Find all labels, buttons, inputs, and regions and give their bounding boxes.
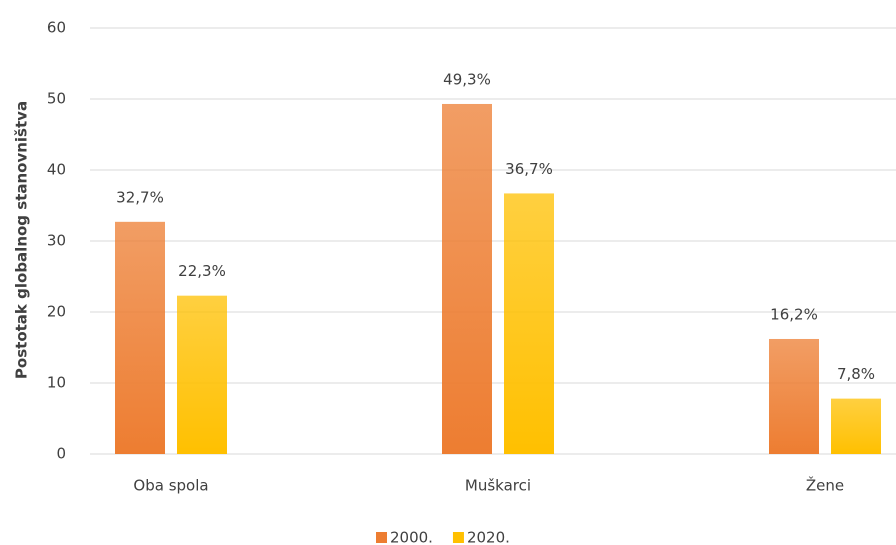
y-tick-label: 0 [56,445,66,463]
bar [177,295,227,454]
value-label: 16,2% [770,305,818,323]
y-tick-label: 40 [47,161,66,179]
y-axis-title: Postotak globalnog stanovništva [13,101,31,379]
x-tick-label: Oba spola [133,477,208,495]
legend-label: 2000. [390,529,433,545]
value-label: 7,8% [837,365,875,383]
bar [115,221,165,454]
y-tick-label: 50 [47,90,66,108]
legend-swatch [376,532,387,543]
y-tick-label: 20 [47,303,66,321]
bar [769,338,819,454]
y-tick-label: 10 [47,374,66,392]
y-tick-label: 60 [47,19,66,37]
legend-label: 2020. [467,529,510,545]
legend-swatch [452,532,464,543]
value-label: 32,7% [116,188,164,206]
bar [831,398,881,454]
bar [442,103,492,454]
x-tick-label: Muškarci [465,477,531,495]
y-tick-label: 30 [47,232,66,250]
value-label: 22,3% [178,262,226,280]
value-label: 49,3% [443,70,491,88]
value-label: 36,7% [505,160,553,178]
bar [504,193,554,454]
x-tick-label: Žene [806,476,844,495]
